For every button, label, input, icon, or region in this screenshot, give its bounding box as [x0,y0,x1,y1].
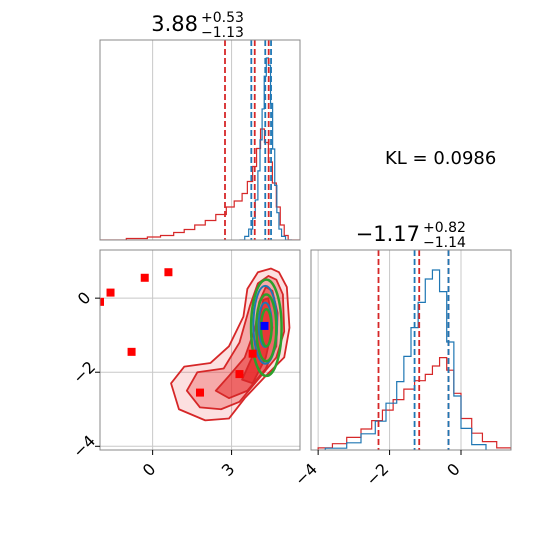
x-tick-label: 3 [218,459,239,480]
histograms [100,57,300,240]
axes-frame [99,249,301,451]
red-square-marker [164,268,173,277]
quantile-lines [224,40,272,240]
red-square-marker [100,297,104,306]
blue-histogram [239,57,293,240]
axes-frame [99,39,301,241]
red-square-marker [235,370,244,379]
green-contour [249,278,283,378]
y-tick-label: −2 [69,357,99,387]
histograms [317,269,511,450]
y-tick-label: 0 [74,288,95,309]
y-tick-label: −4 [69,431,99,461]
red-square-marker [196,388,204,397]
panel-title: 3.88 [151,12,198,36]
x-tick-label: 0 [443,459,464,480]
red-square-marker [248,349,257,358]
red-histogram [100,128,300,240]
kl-annotation: KL = 0.0986 [385,148,496,169]
panel-title: −1.17 [356,222,420,246]
red-square-marker [140,273,149,282]
panel-title-sup: +0.82 [423,220,466,236]
green-contour [255,293,278,363]
red-square-marker [127,347,136,356]
axes-frame [310,249,512,451]
grid-lines [152,40,233,240]
marginal-panel-param-2: −4 −2 0 −1.17 +0.82 −1.14 [291,220,512,490]
x-tick-label: 0 [139,459,160,480]
red-square-marker [106,288,115,297]
blue-histogram [324,269,487,450]
marginal-panel-param-1: 3.88 +0.53 −1.13 [99,10,301,241]
panel-title-sub: −1.14 [423,235,466,251]
panel-title-sup: +0.53 [201,10,244,26]
panel-title-sub: −1.13 [201,25,244,41]
blue-square-marker [260,321,269,330]
quantile-lines [377,250,450,450]
x-tick-label: −4 [291,459,321,489]
joint-contours [100,267,291,422]
joint-panel: 0 3 0 −2 −4 [69,249,301,480]
x-tick-label: −2 [362,459,392,489]
axis-ticks: −4 −2 0 [291,450,464,490]
